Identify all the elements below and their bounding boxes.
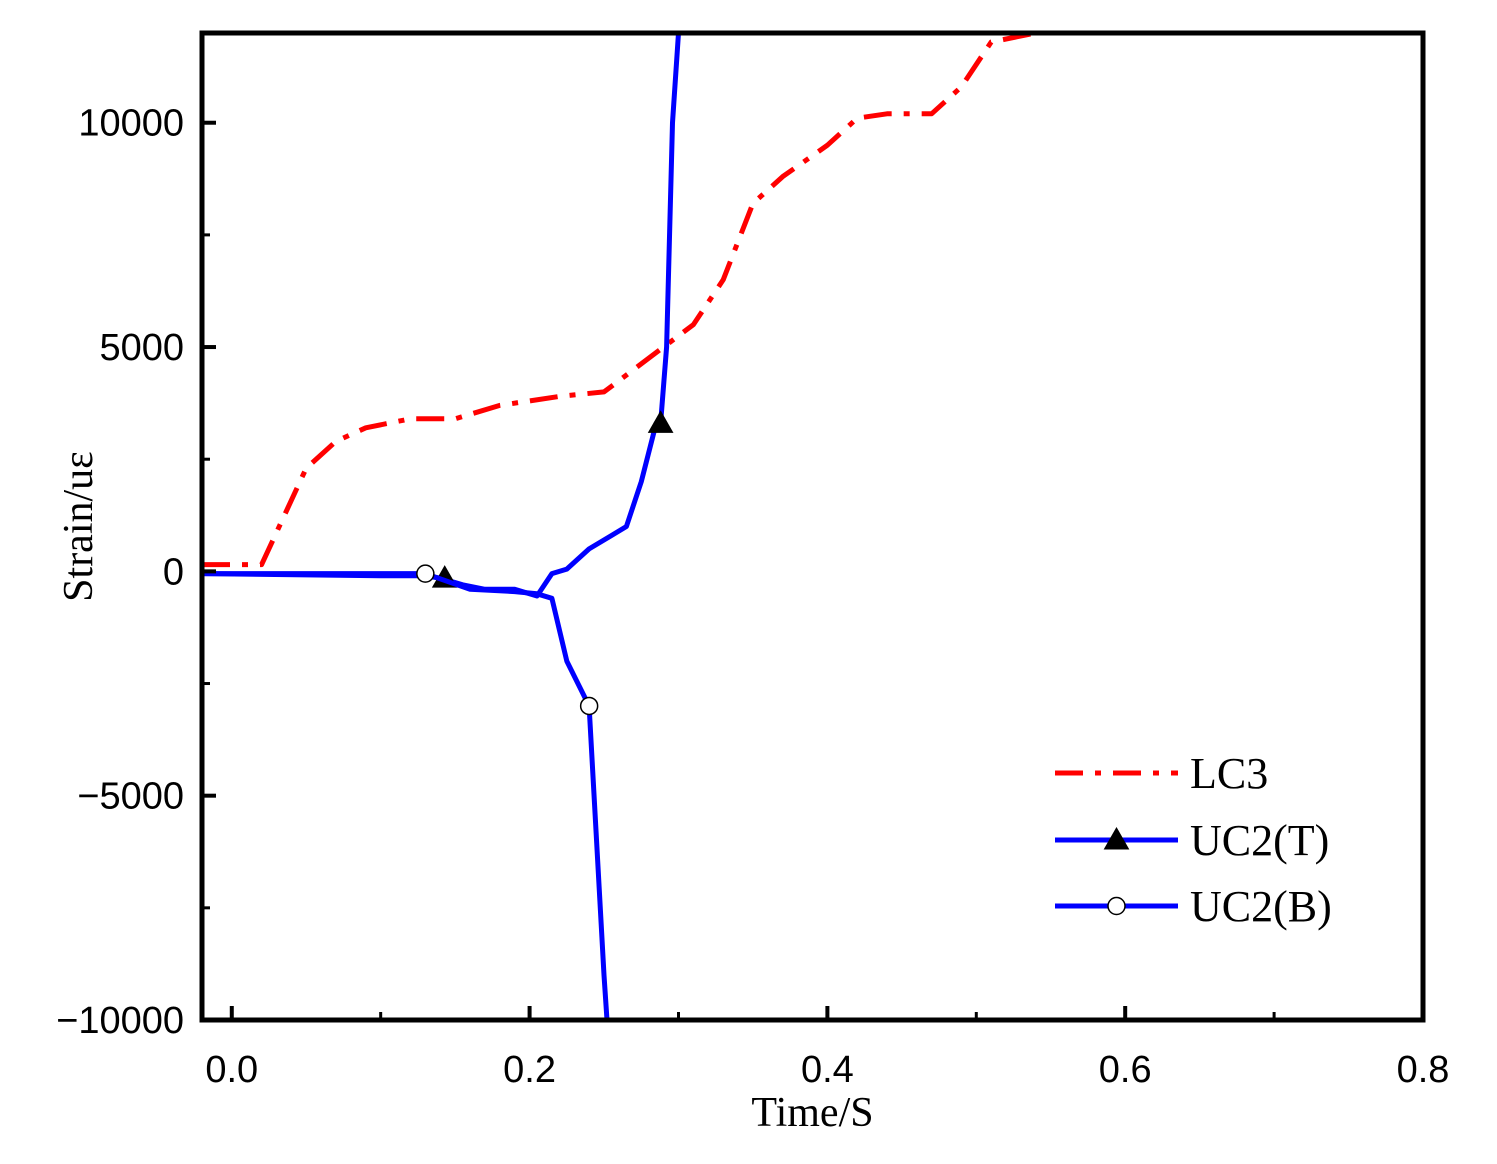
series-line-uc2-b [202, 571, 610, 1020]
x-tick-label-2: 0.4 [801, 1049, 854, 1091]
x-tick-label-4: 0.8 [1397, 1049, 1450, 1091]
data-point-uc2-b-1 [416, 564, 435, 583]
x-tick-label-3: 0.6 [1099, 1049, 1152, 1091]
legend-label-uc2-t: UC2(T) [1190, 816, 1329, 865]
legend-marker-uc2-t [1103, 826, 1130, 850]
y-tick-label-4: 10000 [78, 103, 184, 145]
y-tick-label-2: 0 [163, 551, 184, 593]
x-axis-title: Time/S [751, 1090, 873, 1136]
data-point-uc2-t-2 [647, 410, 674, 433]
y-axis-title: Strain/uε [56, 451, 102, 602]
axes-layer: 0.0 0.2 0.4 0.6 0.8 −10000 −5000 0 5000 10000 Time… [56, 30, 1450, 1136]
plot-frame [199, 30, 1426, 1023]
y-tick-label-3: 5000 [99, 327, 184, 369]
legend-marker-uc2-b [1107, 896, 1126, 916]
series-layer [202, 33, 1037, 1020]
y-tick-label-0: −10000 [56, 1000, 184, 1042]
data-point-uc2-b-2 [579, 696, 599, 716]
y-tick-label-1: −5000 [77, 776, 184, 818]
series-line-lc3 [202, 33, 1037, 568]
x-tick-label-1: 0.2 [503, 1049, 556, 1091]
x-tick-label-0: 0.0 [205, 1049, 258, 1091]
series-line-uc2-t [202, 33, 681, 599]
legend: LC3 UC2(T) UC2(B) [1055, 749, 1332, 931]
legend-label-uc2-b: UC2(B) [1190, 882, 1332, 931]
legend-label-lc3: LC3 [1190, 749, 1268, 798]
